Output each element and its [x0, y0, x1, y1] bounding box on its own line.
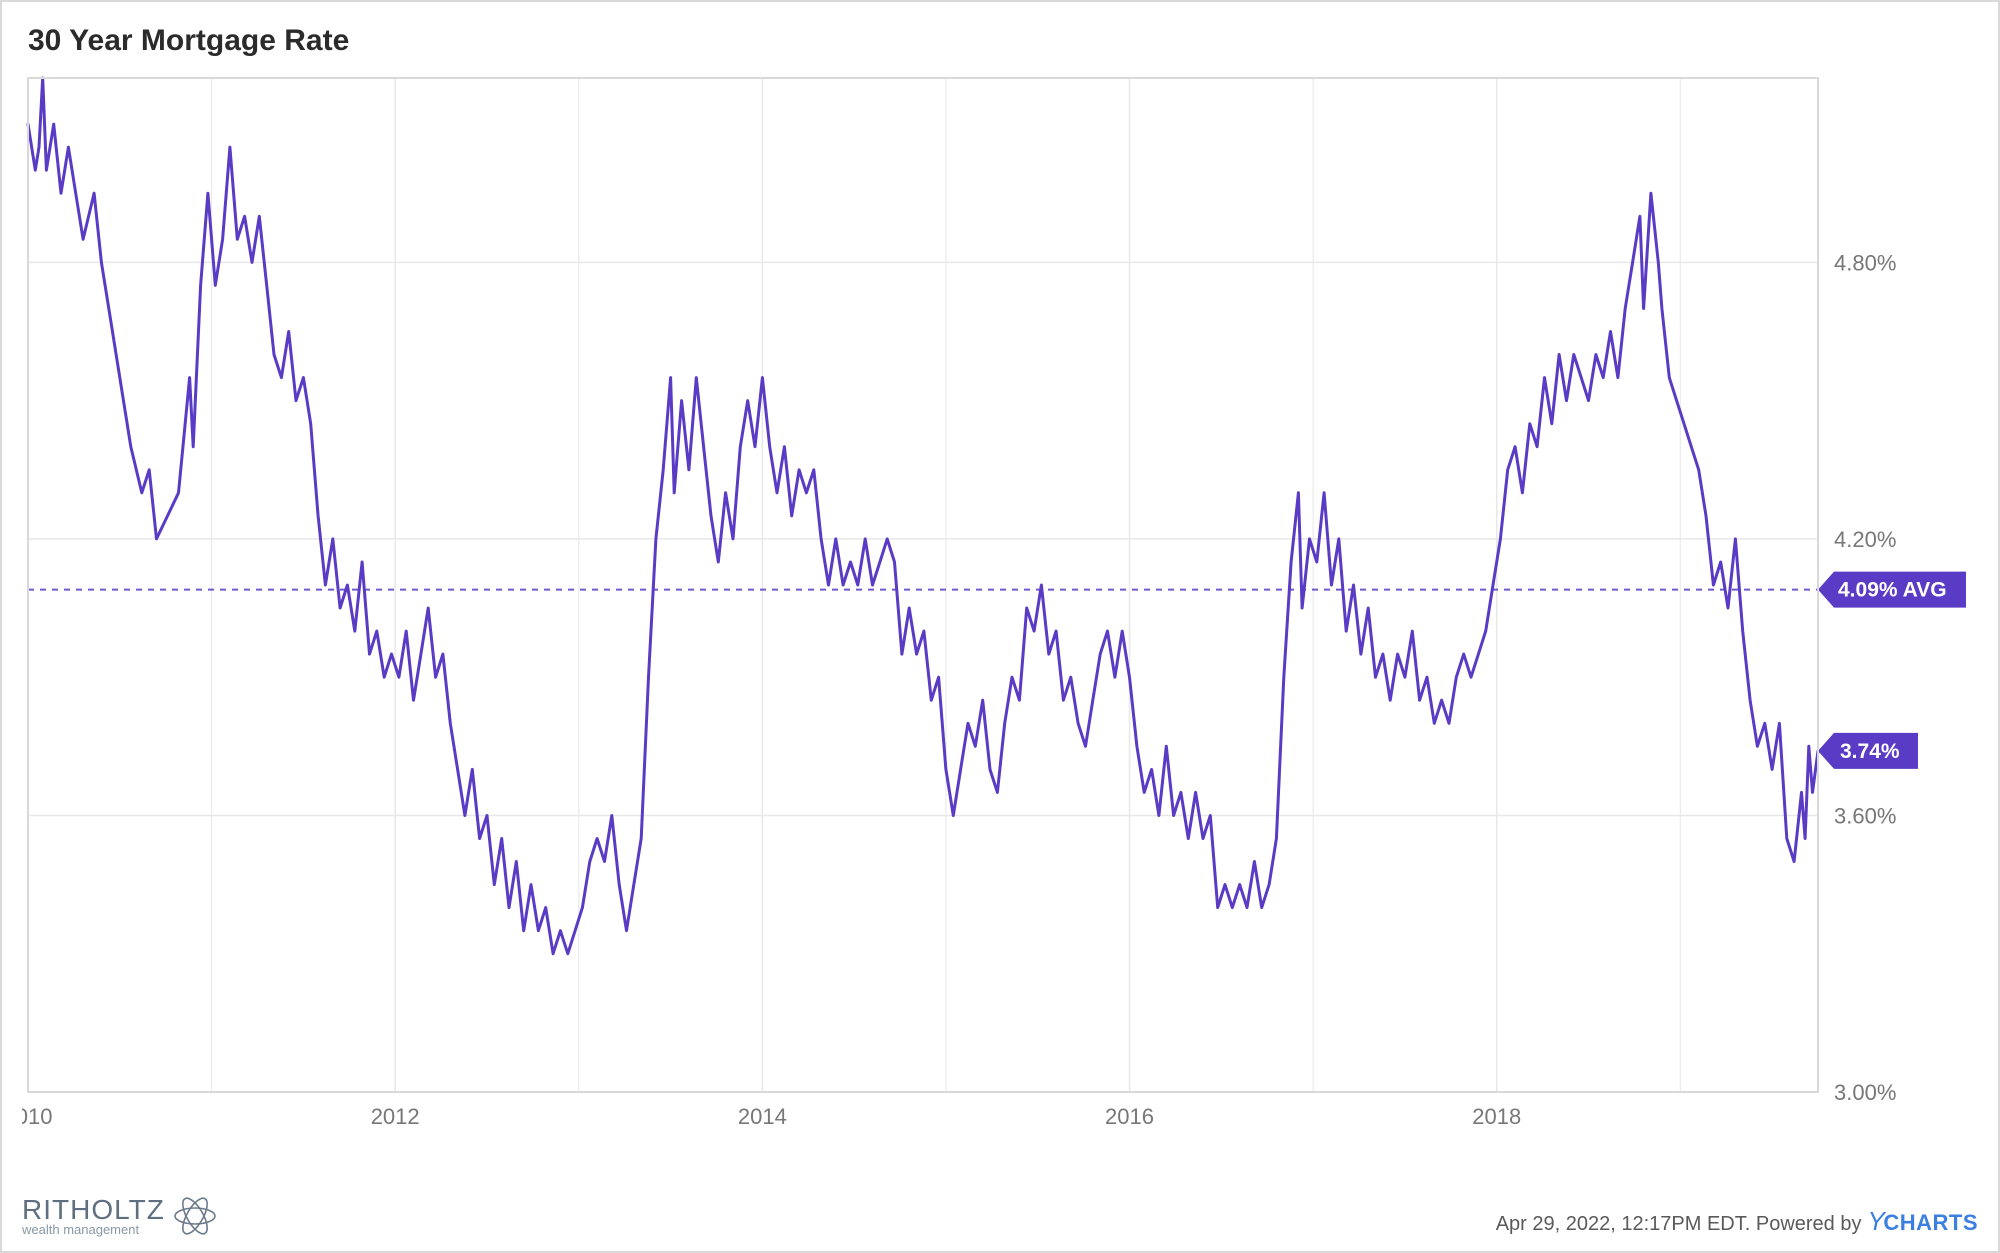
svg-text:2010: 2010 [22, 1104, 52, 1129]
svg-text:2014: 2014 [738, 1104, 787, 1129]
credit: Apr 29, 2022, 12:17PM EDT. Powered by YC… [1496, 1206, 1978, 1237]
svg-text:3.60%: 3.60% [1834, 803, 1896, 828]
brand-glyph-icon [171, 1196, 219, 1236]
chart-title: 30 Year Mortgage Rate [28, 24, 1978, 58]
svg-text:4.80%: 4.80% [1834, 250, 1896, 275]
line-chart: 3.00% 3.60% 4.20% 4.80% 2010 2012 2014 2016 2018… [22, 72, 1978, 1142]
ycharts-text: CHARTS [1883, 1210, 1978, 1235]
svg-text:2012: 2012 [371, 1104, 420, 1129]
svg-text:4.09% AVG: 4.09% AVG [1838, 579, 1947, 602]
svg-text:3.74%: 3.74% [1840, 740, 1900, 763]
plot-area: 3.00% 3.60% 4.20% 4.80% 2010 2012 2014 2016 2018… [22, 72, 1978, 1142]
svg-text:2018: 2018 [1472, 1104, 1521, 1129]
ycharts-logo: YCHARTS [1867, 1206, 1978, 1237]
svg-text:3.00%: 3.00% [1834, 1080, 1896, 1105]
svg-text:2016: 2016 [1105, 1104, 1154, 1129]
footer: RITHOLTZ wealth management Apr 29, 2022,… [22, 1194, 1978, 1237]
timestamp: Apr 29, 2022, 12:17PM EDT. Powered by [1496, 1213, 1862, 1236]
chart-frame: 30 Year Mortgage Rate 3.00% 3.60% 4.20% 4.8… [0, 0, 2000, 1253]
brand-logo: RITHOLTZ wealth management [22, 1194, 219, 1237]
svg-text:4.20%: 4.20% [1834, 527, 1896, 552]
